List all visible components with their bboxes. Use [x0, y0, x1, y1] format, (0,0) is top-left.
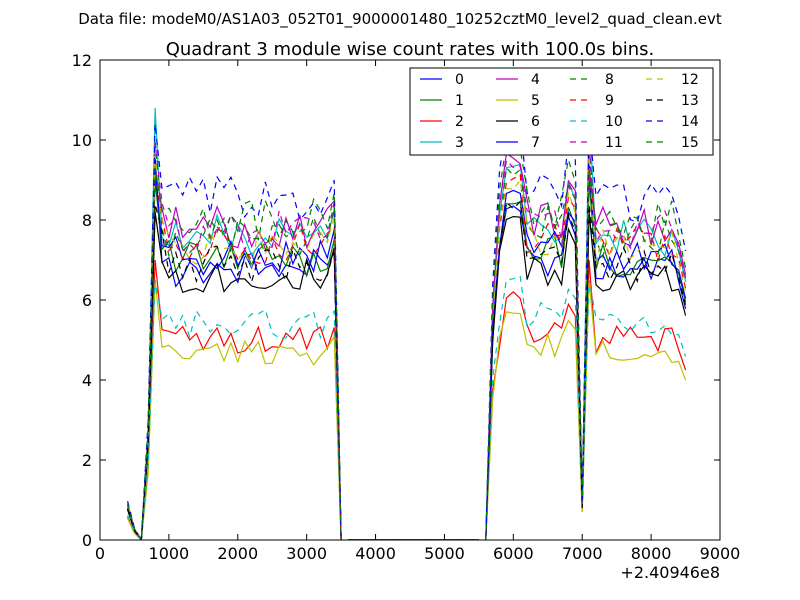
- x-tick-label: 1000: [149, 544, 190, 563]
- y-tick-label: 2: [82, 451, 92, 470]
- legend-label-0: 0: [455, 72, 464, 88]
- x-axis: 0 1000 2000 3000 4000 5000 6000 7000 8000 9000: [95, 60, 740, 563]
- x-tick-label: 9000: [700, 544, 741, 563]
- x-tick-label: 4000: [355, 544, 396, 563]
- series-line-5: [485, 279, 687, 540]
- x-tick-label: 6000: [493, 544, 534, 563]
- series-line-13: [127, 203, 342, 540]
- legend-label-4: 4: [531, 72, 540, 88]
- series-line-14: [485, 120, 687, 540]
- y-tick-label: 6: [82, 291, 92, 310]
- legend-label-1: 1: [455, 93, 464, 109]
- series-line-13: [485, 200, 687, 540]
- legend-label-7: 7: [531, 135, 540, 151]
- x-tick-label: 0: [95, 544, 105, 563]
- legend-frame: [409, 67, 714, 156]
- y-tick-label: 8: [82, 211, 92, 230]
- x-tick-label: 7000: [562, 544, 603, 563]
- legend-label-13: 13: [681, 93, 699, 109]
- legend-label-14: 14: [681, 114, 699, 130]
- legend-label-9: 9: [605, 93, 614, 109]
- series-line-12: [127, 155, 342, 540]
- x-tick-label: 8000: [631, 544, 672, 563]
- y-tick-label: 10: [72, 131, 92, 150]
- x-tick-label: 3000: [286, 544, 327, 563]
- figure-suptitle: Data file: modeM0/AS1A03_052T01_90000014…: [78, 10, 722, 29]
- series-line-15: [127, 167, 342, 540]
- legend-label-15: 15: [681, 135, 699, 151]
- legend-label-5: 5: [531, 93, 540, 109]
- legend-label-10: 10: [605, 114, 623, 130]
- y-tick-label: 4: [82, 371, 92, 390]
- legend-label-6: 6: [531, 114, 540, 130]
- legend-label-2: 2: [455, 114, 464, 130]
- x-offset-label: +2.40946e8: [620, 563, 720, 582]
- legend-label-3: 3: [455, 135, 464, 151]
- series-line-10: [127, 279, 342, 540]
- series-line-12: [485, 155, 687, 540]
- series-line-9: [127, 171, 342, 540]
- x-tick-label: 5000: [424, 544, 465, 563]
- x-tick-label: 2000: [217, 544, 258, 563]
- legend-label-8: 8: [605, 72, 614, 88]
- series-line-5: [127, 279, 342, 540]
- series-line-8: [485, 139, 687, 540]
- y-tick-label: 12: [72, 51, 92, 70]
- series-line-6: [127, 211, 342, 540]
- series-line-11: [485, 143, 687, 540]
- chart-title: Quadrant 3 module wise count rates with …: [166, 39, 655, 60]
- series-line-2: [127, 259, 342, 540]
- series-line-10: [485, 275, 687, 540]
- series-layer: [127, 107, 687, 540]
- y-tick-label: 0: [82, 531, 92, 550]
- legend-label-11: 11: [605, 135, 623, 151]
- series-line-1: [127, 179, 342, 540]
- legend-label-12: 12: [681, 72, 699, 88]
- series-line-14: [127, 123, 342, 540]
- series-line-11: [127, 143, 342, 540]
